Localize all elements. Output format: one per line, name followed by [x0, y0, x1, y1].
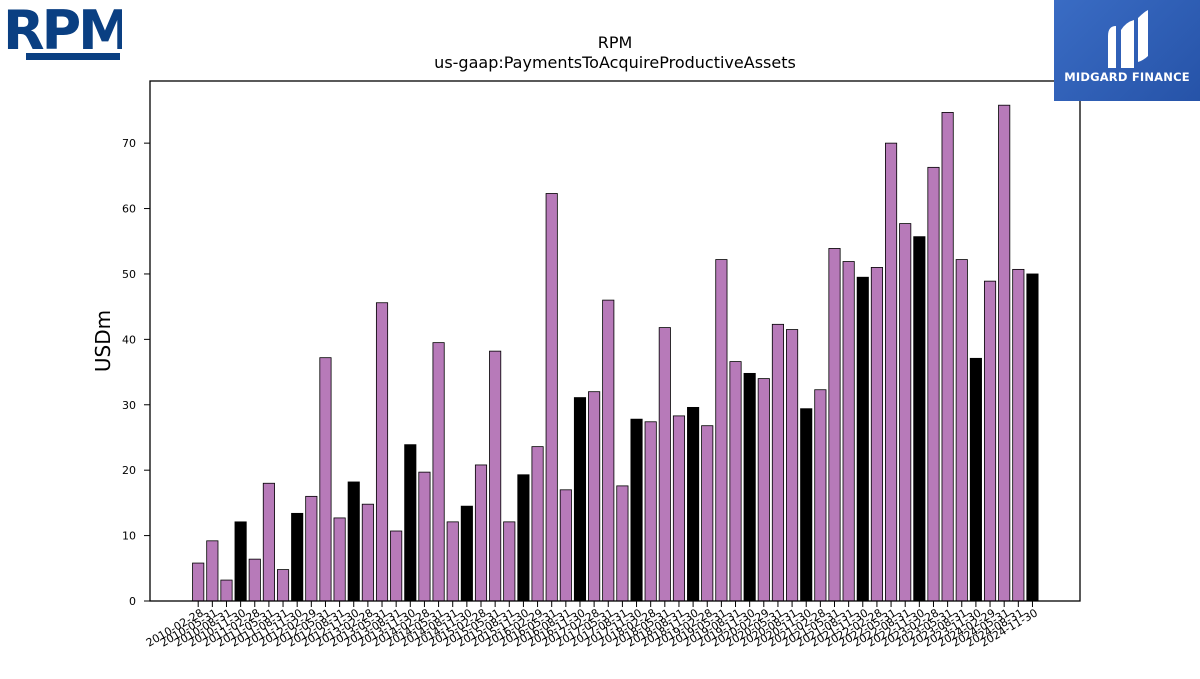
- bar-2011-11-30: [291, 512, 304, 602]
- bar-2017-08-31: [616, 485, 629, 602]
- y-tick-label-70: 70: [122, 137, 136, 150]
- bar-2015-08-31: [503, 521, 516, 602]
- bar-2019-08-31: [729, 361, 742, 602]
- bar-2012-02-29: [305, 495, 318, 602]
- y-axis-label: USDm: [91, 310, 115, 372]
- plot-frame: [149, 80, 1081, 602]
- bar-2011-08-31: [276, 569, 290, 602]
- bar-2017-05-31: [602, 299, 615, 602]
- bar-2023-11-30: [969, 357, 982, 602]
- bar-2020-02-29: [757, 378, 770, 602]
- bar-2024-08-31: [1012, 268, 1025, 602]
- bar-2023-02-28: [927, 166, 940, 602]
- bar-2014-08-31: [446, 521, 459, 602]
- bar-2019-02-28: [701, 425, 714, 602]
- bar-2021-02-28: [814, 389, 827, 602]
- bar-2010-05-31: [206, 540, 219, 602]
- bar-2016-05-31: [545, 193, 558, 602]
- bar-2016-08-31: [559, 489, 572, 602]
- bar-2016-11-30: [573, 397, 587, 602]
- bar-2019-11-30: [743, 372, 756, 602]
- bar-2011-05-31: [262, 482, 275, 602]
- bar-2013-11-30: [404, 444, 417, 602]
- bar-2021-05-31: [828, 248, 841, 602]
- bar-2018-08-31: [672, 415, 686, 602]
- bar-2022-11-30: [913, 236, 926, 602]
- bar-2018-02-28: [644, 421, 657, 602]
- y-tick-label-30: 30: [122, 399, 136, 412]
- y-tick-label-20: 20: [122, 464, 136, 477]
- bar-2010-11-30: [234, 521, 247, 602]
- bar-2015-05-31: [489, 350, 502, 602]
- bar-2012-08-31: [333, 517, 346, 602]
- bar-2021-08-31: [842, 261, 855, 602]
- bar-2021-11-30: [856, 276, 869, 602]
- bar-2023-08-31: [955, 259, 968, 602]
- bar-2012-11-30: [347, 481, 360, 602]
- midgard-finance-label: MIDGARD FINANCE: [1064, 70, 1190, 84]
- bar-2012-05-31: [319, 357, 332, 602]
- bar-2013-02-28: [361, 503, 374, 602]
- bar-2013-08-31: [390, 530, 403, 602]
- bar-2014-11-30: [460, 505, 473, 602]
- bar-2018-11-30: [687, 406, 700, 602]
- bar-2010-08-31: [220, 579, 233, 602]
- bar-2024-11-30: [1026, 273, 1039, 602]
- bar-2018-05-31: [658, 327, 671, 602]
- midgard-mark-icon: [1108, 10, 1148, 68]
- y-tick-label-50: 50: [122, 268, 136, 281]
- bar-2015-02-28: [474, 464, 488, 602]
- rpm-logo-text: RPM: [4, 4, 122, 62]
- bar-2020-08-31: [786, 329, 799, 602]
- bar-2023-05-31: [941, 112, 954, 602]
- bar-2016-02-29: [531, 446, 544, 602]
- bar-2014-05-31: [432, 342, 445, 602]
- chart-subtitle: us-gaap:PaymentsToAcquireProductiveAsset…: [434, 53, 796, 72]
- bar-2015-11-30: [517, 474, 530, 602]
- bar-2011-02-28: [248, 558, 261, 602]
- bar-2010-02-28: [192, 562, 205, 602]
- bar-2022-08-31: [899, 223, 912, 602]
- bar-2020-05-31: [771, 323, 784, 602]
- midgard-finance-logo: MIDGARD FINANCE: [1054, 0, 1200, 101]
- bar-2017-02-28: [588, 391, 601, 602]
- y-tick-label-10: 10: [122, 530, 136, 543]
- bar-2024-05-31: [998, 104, 1011, 602]
- rpm-logo: RPM: [4, 4, 122, 62]
- bar-2014-02-28: [418, 471, 431, 602]
- bar-2013-05-31: [375, 302, 389, 602]
- y-tick-label-60: 60: [122, 203, 136, 216]
- bar-2019-05-31: [715, 259, 728, 602]
- plot-area: 0102030405060702010-02-282010-05-312010-…: [122, 80, 1081, 650]
- bar-2024-02-29: [983, 280, 997, 602]
- bar-2020-11-30: [800, 408, 813, 602]
- y-tick-label-0: 0: [129, 595, 136, 608]
- bar-2022-05-31: [885, 142, 898, 602]
- bar-2017-11-30: [630, 418, 643, 602]
- y-tick-label-40: 40: [122, 333, 136, 346]
- chart-title: RPM: [598, 33, 633, 52]
- bar-2022-02-28: [870, 267, 883, 602]
